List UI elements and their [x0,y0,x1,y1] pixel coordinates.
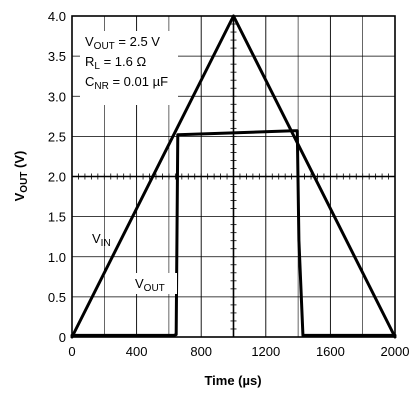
x-tick-label: 800 [190,344,212,359]
y-tick-label: 2.5 [48,129,66,144]
y-axis-label-text: VOUT (V) [12,151,30,202]
x-tick-label: 400 [126,344,148,359]
y-tick-label: 1.5 [48,210,66,225]
x-tick-label: 1600 [316,344,345,359]
x-axis-label: Time (µs) [204,373,261,388]
tick-labels: 0 400 800 1200 1600 2000 0 0.5 1.0 1.5 2.0 2.5 3.0 3.… [48,9,410,359]
x-tick-label: 2000 [381,344,410,359]
y-tick-label: 1.0 [48,250,66,265]
condition-line: CNR = 0.01 µF [85,74,168,92]
condition-line: RL = 1.6 Ω [85,54,146,72]
conditions-box [80,31,178,105]
series-label-vin: VIN [92,231,111,249]
series-line-out [70,129,397,337]
series-label-vout: VOUT [135,276,165,294]
x-tick-label: 0 [68,344,75,359]
x-tick-label: 1200 [251,344,280,359]
y-tick-label: 2.0 [48,170,66,185]
y-tick-label: 3.0 [48,89,66,104]
y-tick-label: 0 [59,330,66,345]
annotations: VOUT = 2.5 V RL = 1.6 Ω CNR = 0.01 µF VIN VO… [80,31,178,294]
y-axis-label: VOUT (V) [12,151,30,202]
plot-frame [71,15,396,338]
plot-border [71,15,396,338]
y-tick-label: 4.0 [48,9,66,24]
y-tick-label: 0.5 [48,290,66,305]
y-tick-label: 3.5 [48,49,66,64]
condition-line: VOUT = 2.5 V [85,34,160,52]
vout-label-box [131,273,177,294]
